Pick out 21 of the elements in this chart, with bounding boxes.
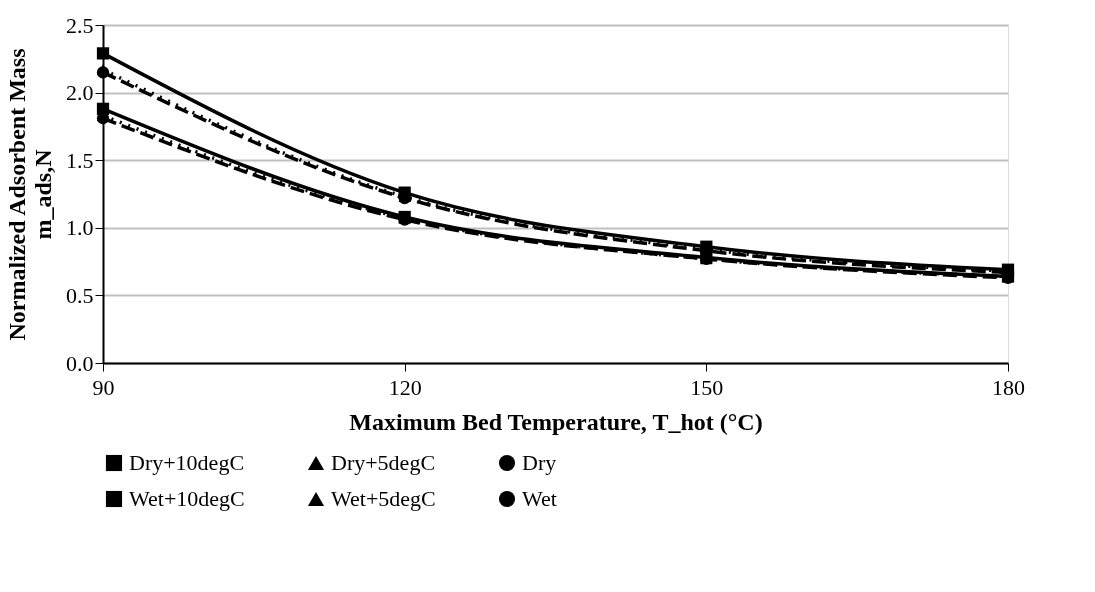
legend-label: Wet+10degC xyxy=(129,486,245,511)
y-tick-label: 0.0 xyxy=(66,350,94,376)
x-axis-title: Maximum Bed Temperature, T_hot (°C) xyxy=(349,408,763,435)
x-tick-label: 150 xyxy=(690,374,724,400)
y-tick-label: 1.0 xyxy=(66,215,94,241)
y-tick-label: 1.5 xyxy=(66,147,94,173)
x-tick-label: 180 xyxy=(992,374,1025,400)
legend-label: Dry+10degC xyxy=(129,450,245,475)
y-tick-label: 2.5 xyxy=(66,12,94,38)
legend-label: Wet+5degC xyxy=(331,486,436,511)
legend-label: Dry+5degC xyxy=(331,450,436,475)
x-tick-label: 90 xyxy=(92,374,115,400)
y-axis-title: Normalized Adsorbent Mass m_ads,N xyxy=(4,48,56,341)
x-tick-label: 120 xyxy=(388,374,422,400)
point xyxy=(96,112,110,125)
y-tick-label: 0.5 xyxy=(66,282,94,308)
legend-label: Wet xyxy=(522,486,557,511)
point xyxy=(96,47,110,60)
point xyxy=(96,66,110,79)
legend-label: Dry xyxy=(522,450,557,475)
y-tick-label: 2.0 xyxy=(66,80,94,106)
